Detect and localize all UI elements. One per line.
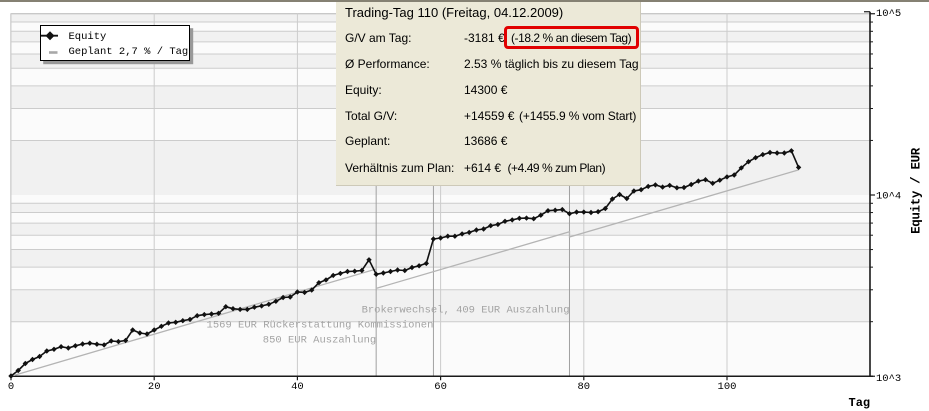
svg-text:0: 0: [8, 381, 14, 393]
svg-text:Equity / EUR: Equity / EUR: [910, 147, 924, 234]
svg-text:10^5: 10^5: [876, 8, 901, 20]
svg-text:40: 40: [291, 381, 304, 393]
svg-text:1569 EUR Rückerstattung Kommis: 1569 EUR Rückerstattung Kommissionen: [207, 320, 434, 332]
svg-text:100: 100: [718, 381, 737, 393]
svg-text:850 EUR Auszahlung: 850 EUR Auszahlung: [263, 335, 376, 347]
svg-text:80: 80: [577, 381, 590, 393]
svg-text:20: 20: [148, 381, 161, 393]
svg-text:10^4: 10^4: [876, 191, 901, 203]
svg-text:Brokerwechsel, 409 EUR Auszahl: Brokerwechsel, 409 EUR Auszahlung: [362, 305, 570, 317]
svg-text:Tag: Tag: [849, 396, 871, 410]
svg-text:10^3: 10^3: [876, 373, 901, 385]
svg-text:60: 60: [434, 381, 447, 393]
